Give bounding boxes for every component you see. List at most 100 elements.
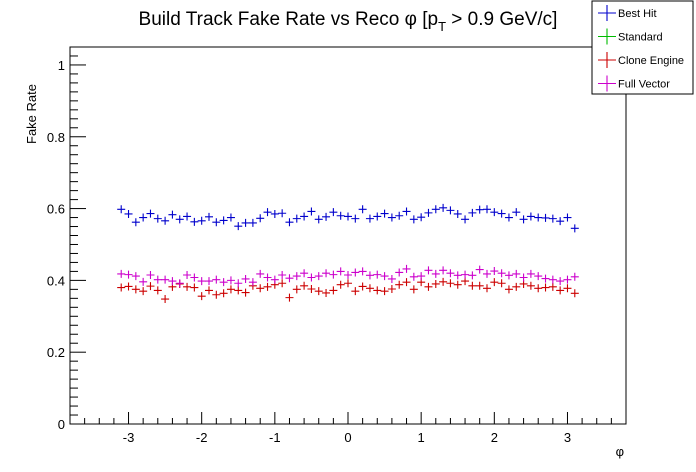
data-point: [512, 208, 521, 217]
data-point: [490, 208, 499, 217]
data-point: [241, 288, 250, 297]
data-point: [131, 272, 140, 281]
data-point: [329, 208, 338, 217]
data-point: [307, 273, 316, 282]
x-tick-label: -2: [196, 430, 208, 445]
data-point: [402, 264, 411, 273]
data-point: [226, 276, 235, 285]
legend-item: Best Hit: [598, 5, 657, 21]
data-point: [534, 272, 543, 281]
data-point: [380, 209, 389, 218]
data-point: [417, 213, 426, 222]
data-point: [519, 215, 528, 224]
data-point: [409, 285, 418, 294]
data-point: [344, 279, 352, 288]
data-point: [300, 281, 309, 290]
data-point: [453, 280, 462, 289]
data-point: [351, 268, 360, 277]
data-point: [483, 284, 491, 293]
legend-item: Standard: [598, 28, 663, 45]
data-point: [563, 284, 572, 293]
data-point: [278, 270, 287, 279]
x-tick-label: 3: [564, 430, 571, 445]
data-point: [373, 286, 382, 295]
data-point: [563, 275, 572, 284]
data-point: [263, 208, 272, 217]
chart-title: Build Track Fake Rate vs Reco φ [pT > 0.…: [139, 9, 558, 34]
data-point: [497, 209, 506, 218]
data-point: [475, 281, 484, 290]
data-point: [263, 282, 272, 291]
data-point: [424, 282, 433, 291]
data-point: [351, 287, 360, 296]
data-point: [395, 280, 404, 289]
data-point: [161, 295, 170, 304]
data-point: [322, 269, 331, 278]
data-point: [146, 270, 155, 279]
series-clone-engine: [117, 277, 579, 304]
data-point: [153, 286, 162, 295]
data-point: [395, 211, 404, 220]
data-point: [336, 211, 345, 220]
data-point: [139, 213, 148, 222]
chart-title-tail: > 0.9 GeV/c]: [446, 9, 557, 30]
legend-label: Clone Engine: [618, 55, 684, 67]
data-point: [278, 209, 287, 218]
x-tick-label: 1: [418, 430, 425, 445]
data-point: [336, 267, 345, 276]
data-point: [365, 214, 374, 223]
data-point: [570, 224, 579, 233]
data-point: [124, 209, 133, 218]
data-point: [285, 274, 294, 283]
data-point: [556, 217, 565, 226]
data-point: [314, 215, 323, 224]
data-point: [512, 269, 521, 278]
data-point: [270, 209, 279, 218]
data-point: [409, 272, 418, 281]
x-tick-label: 0: [344, 430, 351, 445]
data-point: [431, 205, 440, 214]
data-point: [285, 293, 294, 302]
data-point: [175, 215, 184, 224]
data-point: [358, 282, 367, 291]
y-tick-label: 0.2: [47, 345, 65, 360]
series-best-hit: [117, 203, 579, 233]
data-point: [248, 218, 257, 227]
data-point: [358, 267, 367, 276]
data-point: [212, 275, 221, 284]
data-point: [504, 213, 513, 222]
data-point: [131, 218, 140, 227]
data-point: [241, 218, 250, 227]
data-point: [358, 205, 367, 214]
data-point: [446, 279, 455, 288]
data-point: [219, 216, 228, 225]
chart-title-subscript: T: [438, 19, 446, 34]
data-point: [373, 270, 382, 279]
data-point: [475, 205, 484, 214]
data-point: [431, 279, 440, 288]
data-point: [300, 212, 309, 221]
data-point: [344, 270, 352, 279]
data-point: [248, 278, 257, 287]
data-point: [329, 286, 338, 295]
data-point: [153, 275, 162, 284]
data-point: [219, 278, 228, 287]
data-point: [380, 272, 389, 281]
data-point: [534, 284, 543, 293]
legend-box: [591, 0, 694, 95]
data-point: [497, 269, 506, 278]
data-point: [387, 274, 396, 283]
data-point: [439, 277, 448, 286]
x-tick-label: -3: [123, 430, 135, 445]
data-point: [190, 273, 199, 282]
data-point: [205, 277, 213, 286]
data-point: [256, 214, 265, 223]
data-point: [556, 277, 565, 286]
data-point: [344, 212, 352, 221]
data-point: [461, 215, 470, 224]
data-point: [556, 286, 565, 295]
legend-marker: [598, 52, 616, 68]
data-point: [314, 287, 323, 296]
data-point: [526, 281, 535, 290]
